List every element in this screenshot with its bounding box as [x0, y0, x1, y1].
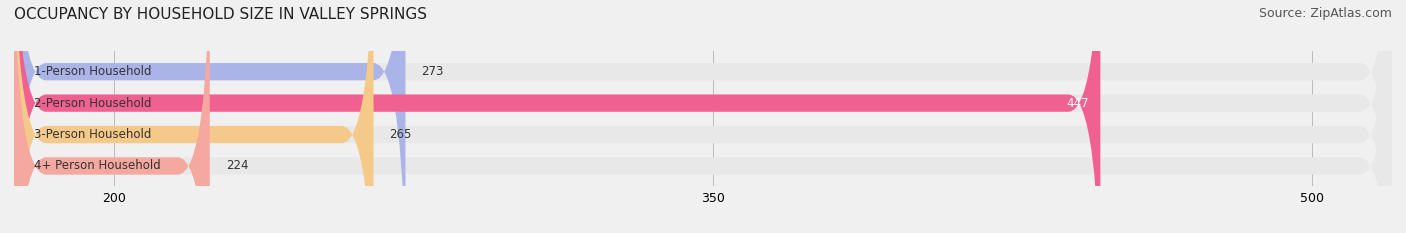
Text: 447: 447 [1066, 97, 1088, 110]
FancyBboxPatch shape [14, 0, 209, 233]
FancyBboxPatch shape [14, 0, 1392, 233]
Text: 4+ Person Household: 4+ Person Household [34, 159, 160, 172]
FancyBboxPatch shape [14, 0, 1392, 233]
FancyBboxPatch shape [14, 0, 1392, 233]
Text: 265: 265 [389, 128, 412, 141]
FancyBboxPatch shape [14, 0, 374, 233]
Text: Source: ZipAtlas.com: Source: ZipAtlas.com [1258, 7, 1392, 20]
Text: 273: 273 [422, 65, 444, 78]
Text: 3-Person Household: 3-Person Household [34, 128, 152, 141]
Text: OCCUPANCY BY HOUSEHOLD SIZE IN VALLEY SPRINGS: OCCUPANCY BY HOUSEHOLD SIZE IN VALLEY SP… [14, 7, 427, 22]
FancyBboxPatch shape [14, 0, 1392, 233]
Text: 2-Person Household: 2-Person Household [34, 97, 152, 110]
Text: 224: 224 [226, 159, 249, 172]
Text: 1-Person Household: 1-Person Household [34, 65, 152, 78]
FancyBboxPatch shape [14, 0, 1101, 233]
FancyBboxPatch shape [14, 0, 405, 233]
